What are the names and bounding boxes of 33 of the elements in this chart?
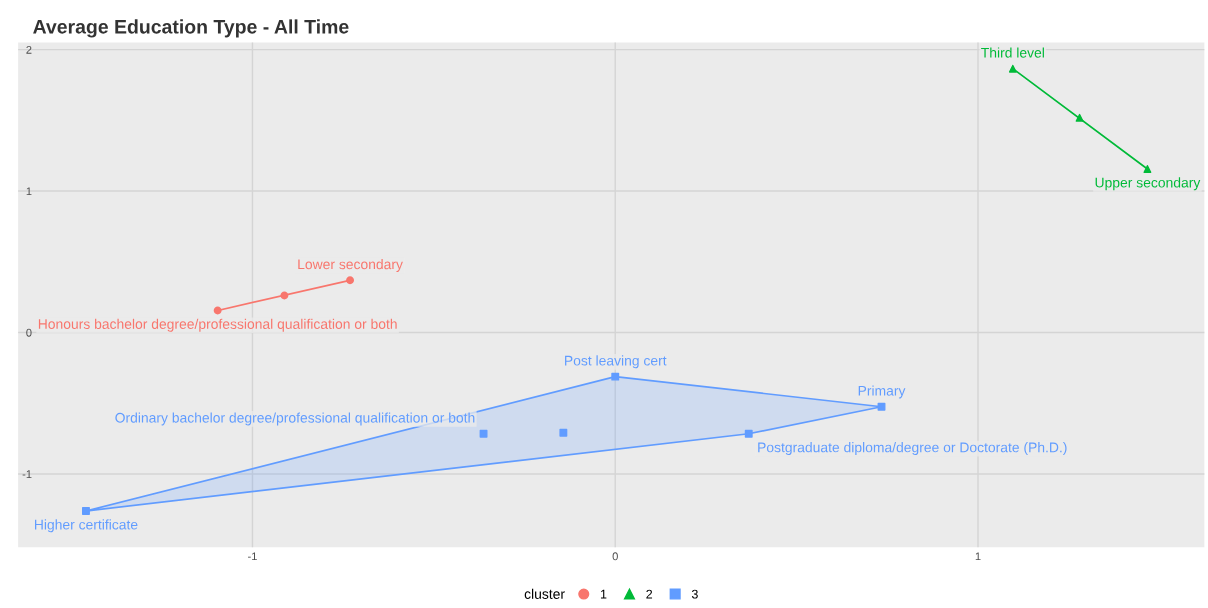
annotation: Higher certificate	[35, 519, 138, 533]
x-tick-label: 1	[975, 552, 981, 561]
legend-label: 3	[691, 589, 698, 599]
point	[877, 402, 886, 411]
point	[82, 507, 90, 515]
point	[346, 276, 355, 285]
point	[479, 429, 488, 438]
point	[744, 429, 753, 438]
y-tick-label: 1	[26, 187, 32, 196]
point	[213, 306, 222, 315]
chart-title: Average Education Type - All Time	[33, 19, 349, 38]
annotation: Third level	[981, 47, 1044, 58]
point	[1143, 165, 1152, 173]
x-tick-label: -1	[248, 552, 257, 561]
legend-label: 1	[600, 589, 607, 599]
point	[559, 428, 568, 437]
y-tick-label: -1	[22, 470, 32, 478]
y-tick-label: 2	[26, 45, 32, 54]
y-tick-label: 0	[26, 328, 32, 337]
annotation: Ordinary bachelor degree/professional qualification or both	[115, 412, 475, 426]
annotation: Postgraduate diploma/degree or Doctorate (Ph.D.)	[758, 442, 1067, 456]
point	[611, 372, 620, 381]
annotation: Upper secondary	[1095, 177, 1201, 191]
point	[1075, 113, 1084, 122]
x-tick-label: 0	[612, 552, 618, 561]
legend-title: cluster	[524, 588, 565, 599]
annotation: Honours bachelor degree/professional qualification or both	[38, 318, 397, 332]
annotation: Primary	[858, 385, 906, 399]
annotation: Lower secondary	[298, 259, 403, 272]
annotation: Post leaving cert	[565, 355, 667, 369]
legend-label: 2	[646, 589, 653, 599]
point	[280, 291, 289, 300]
point	[1008, 64, 1017, 73]
